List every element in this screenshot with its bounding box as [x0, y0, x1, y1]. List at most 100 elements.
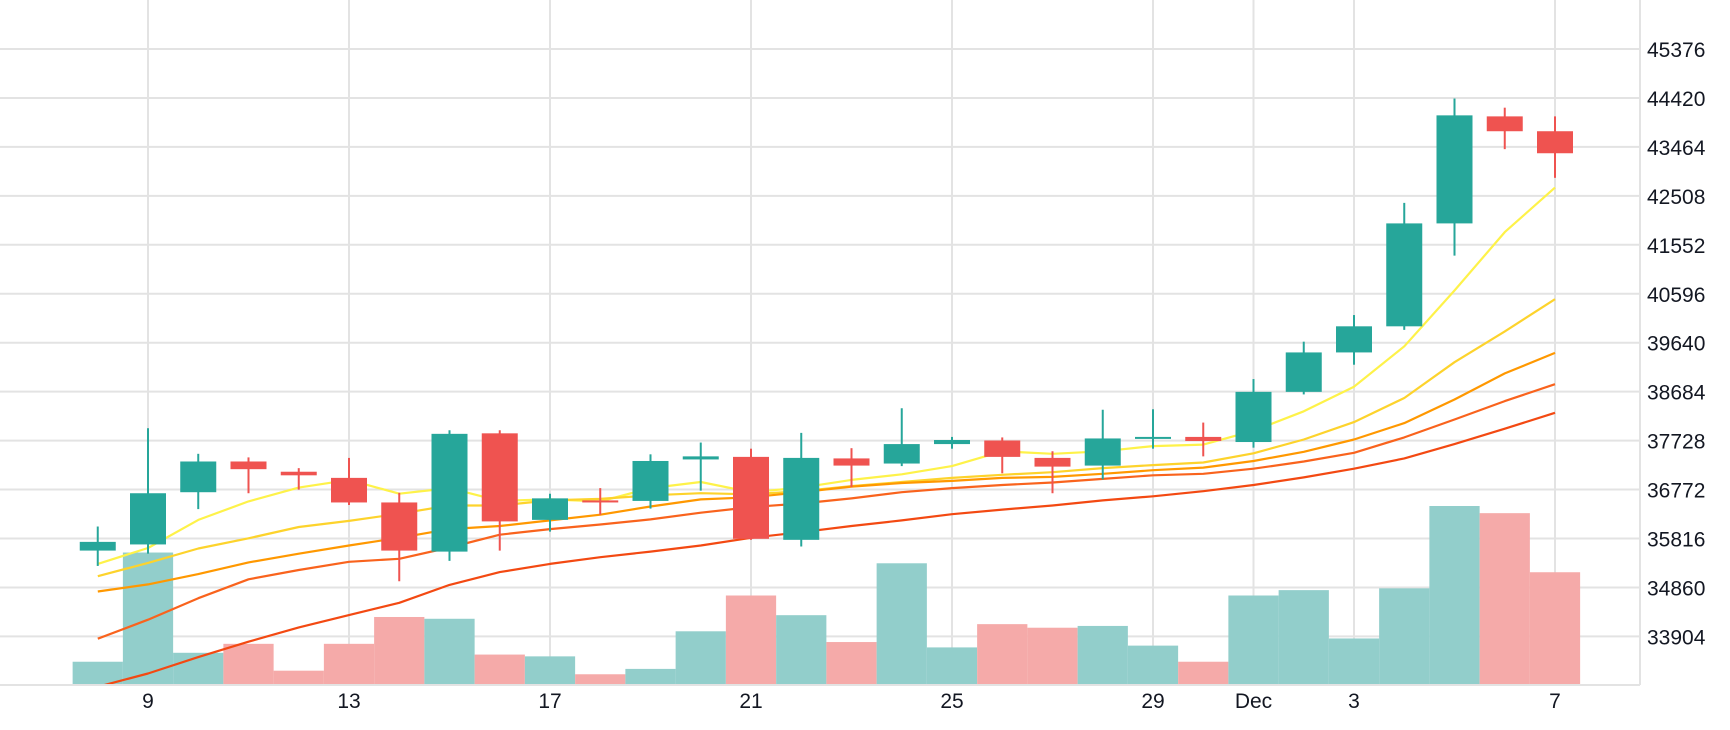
candle-body — [230, 461, 267, 470]
candle-body — [280, 471, 317, 476]
y-tick-label: 45376 — [1647, 39, 1705, 62]
moving-average-lines — [97, 186, 1556, 685]
volume-bar — [575, 674, 626, 685]
ma-line — [100, 411, 1556, 685]
volume-bar — [725, 595, 777, 685]
candle — [1135, 409, 1171, 449]
candle-body — [682, 456, 719, 460]
y-tick-label: 43464 — [1647, 137, 1706, 160]
candle-body — [130, 493, 166, 545]
candle — [1285, 341, 1322, 395]
volume-bar — [1077, 625, 1128, 685]
candle — [532, 493, 568, 532]
y-tick-label: 44420 — [1647, 88, 1705, 111]
candle-body — [1285, 352, 1322, 392]
volume-bars — [72, 506, 1581, 685]
candle — [632, 454, 669, 509]
candle — [331, 457, 367, 506]
x-tick-label: 9 — [142, 690, 154, 713]
y-tick-label: 37728 — [1647, 431, 1705, 454]
volume-bar — [1429, 506, 1480, 685]
candle — [1436, 98, 1473, 256]
candle — [682, 442, 719, 491]
candle-body — [733, 456, 769, 539]
y-tick-label: 39640 — [1647, 333, 1705, 356]
y-tick-label: 42508 — [1647, 186, 1705, 209]
candle-body — [79, 541, 116, 551]
candle-body — [582, 500, 619, 503]
volume-bar — [1529, 572, 1581, 685]
candle-body — [1084, 438, 1121, 466]
candle-body — [532, 498, 568, 520]
y-tick-label: 35816 — [1647, 529, 1705, 552]
x-tick-label: 29 — [1141, 690, 1164, 713]
candle-body — [1386, 223, 1423, 327]
candle-body — [381, 502, 418, 551]
ma-line — [97, 351, 1556, 593]
volume-bar — [1479, 513, 1530, 685]
candle — [1537, 116, 1573, 178]
x-tick-label: 25 — [940, 690, 963, 713]
candle — [230, 457, 267, 494]
candle-body — [1135, 436, 1171, 439]
candle — [934, 436, 970, 449]
volume-bar — [926, 647, 978, 685]
y-tick-label: 34860 — [1647, 577, 1705, 600]
volume-bar — [776, 615, 827, 685]
candle — [180, 453, 217, 510]
candle — [1336, 315, 1372, 365]
volume-bar — [524, 656, 576, 685]
candle-body — [331, 477, 367, 503]
y-tick-label: 33904 — [1647, 626, 1706, 649]
volume-bar — [474, 654, 525, 685]
candle-body — [783, 457, 820, 540]
y-tick-label: 38684 — [1647, 382, 1706, 405]
volume-bar — [1379, 588, 1430, 685]
candle — [1386, 202, 1423, 330]
candle — [79, 526, 116, 566]
candle-body — [1336, 326, 1372, 353]
y-tick-label: 41552 — [1647, 235, 1705, 258]
candle — [1486, 107, 1523, 150]
volume-bar — [675, 631, 726, 685]
candle-body — [180, 461, 217, 493]
x-tick-label: 17 — [538, 690, 561, 713]
candle-body — [934, 439, 970, 445]
candle — [381, 492, 418, 582]
candle-body — [632, 460, 669, 501]
volume-bar — [1178, 661, 1229, 685]
axes: 33904 34860 35816 36772 37728 38684 39640 40596… — [0, 0, 1706, 713]
volume-bar — [1228, 595, 1279, 685]
candle — [733, 448, 769, 540]
volume-bar — [374, 616, 425, 685]
candle-body — [481, 433, 518, 522]
candle — [833, 448, 870, 488]
candle — [1034, 451, 1071, 494]
volume-bar — [977, 624, 1028, 685]
y-tick-label: 36772 — [1647, 480, 1705, 503]
grid — [0, 0, 1640, 685]
volume-bar — [1027, 627, 1078, 685]
candle — [883, 408, 920, 467]
candle-body — [1537, 131, 1573, 154]
candle — [582, 488, 619, 515]
y-tick-label: 40596 — [1647, 284, 1705, 307]
x-tick-label: 7 — [1549, 690, 1561, 713]
candle — [984, 437, 1021, 474]
candle-body — [833, 458, 870, 466]
candle-body — [431, 433, 468, 552]
candle — [1185, 422, 1222, 457]
volume-bar — [223, 643, 274, 685]
volume-bar — [876, 563, 927, 685]
volume-bar — [1278, 590, 1329, 685]
candle — [280, 468, 317, 490]
x-tick-label: 21 — [739, 690, 762, 713]
volume-bar — [424, 618, 475, 685]
volume-bar — [625, 668, 676, 685]
x-tick-label: 13 — [337, 690, 360, 713]
candle-body — [984, 440, 1021, 457]
candle-body — [1235, 391, 1272, 443]
x-tick-label: Dec — [1235, 690, 1272, 713]
candle-body — [1436, 115, 1473, 224]
candle — [481, 430, 518, 551]
